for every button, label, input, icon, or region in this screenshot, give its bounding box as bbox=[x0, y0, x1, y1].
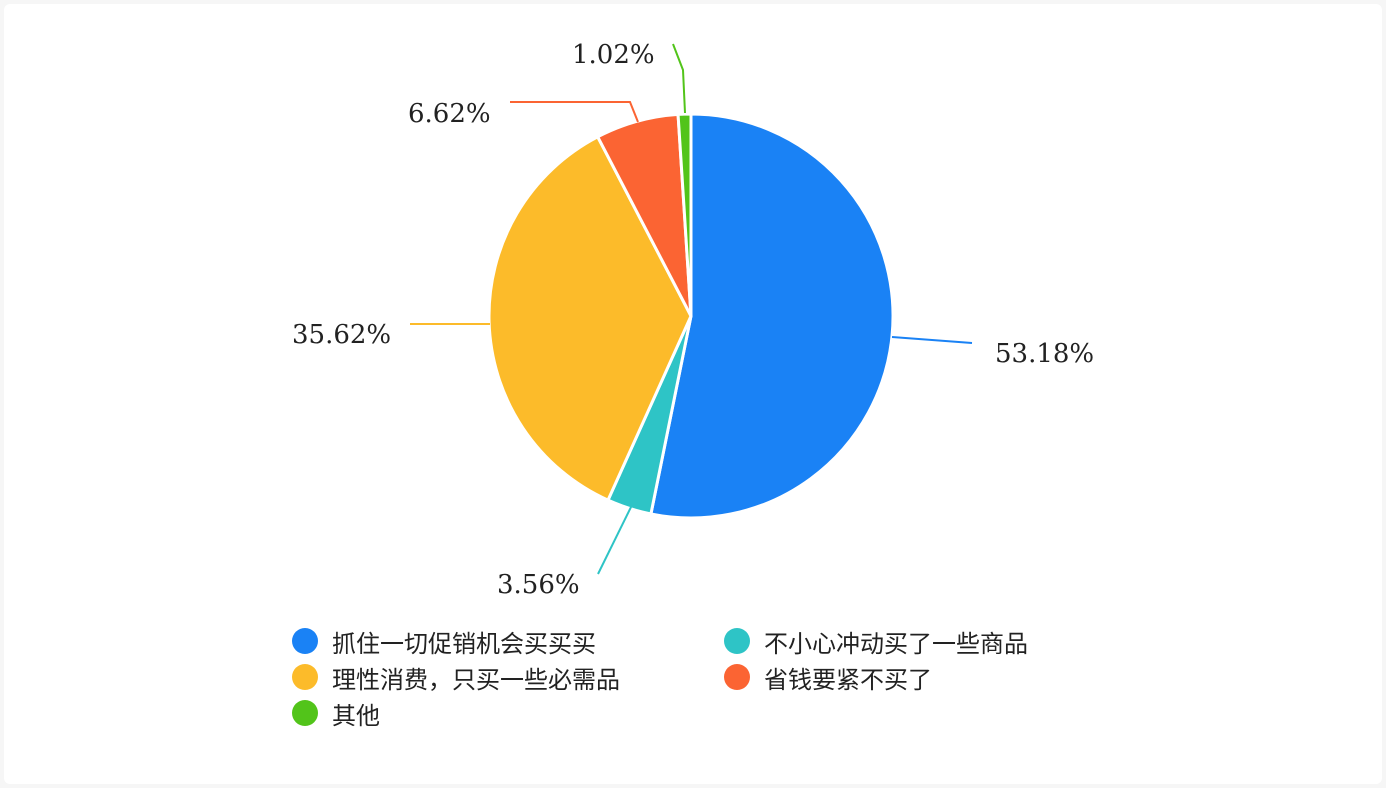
data-label: 1.02% bbox=[572, 40, 655, 70]
legend-label: 其他 bbox=[332, 701, 380, 730]
data-label: 3.56% bbox=[497, 570, 580, 600]
data-labels: 53.18% 3.56% 35.62% 6.62% 1.02% bbox=[292, 40, 1094, 600]
data-label: 35.62% bbox=[292, 320, 391, 350]
leader-line bbox=[672, 43, 686, 114]
legend: 抓住一切促销机会买买买 不小心冲动买了一些商品 理性消费，只买一些必需品 省钱要… bbox=[292, 625, 1112, 730]
legend-label: 理性消费，只买一些必需品 bbox=[332, 665, 620, 694]
leader-line bbox=[510, 101, 639, 123]
legend-item-4[interactable]: 其他 bbox=[292, 697, 724, 730]
leader-line bbox=[597, 504, 633, 575]
pie-slice[interactable] bbox=[649, 112, 895, 520]
legend-marker bbox=[724, 664, 750, 690]
data-label: 53.18% bbox=[995, 339, 1094, 369]
pie-slices bbox=[487, 112, 895, 520]
legend-marker bbox=[724, 628, 750, 654]
leader-lines bbox=[410, 43, 973, 575]
pie-slice[interactable] bbox=[487, 134, 693, 503]
legend-marker bbox=[292, 700, 318, 726]
legend-marker bbox=[292, 664, 318, 690]
pie-slice[interactable] bbox=[676, 112, 693, 317]
legend-label: 抓住一切促销机会买买买 bbox=[332, 629, 596, 658]
legend-label: 省钱要紧不买了 bbox=[764, 665, 932, 694]
legend-item-1[interactable]: 不小心冲动买了一些商品 bbox=[724, 625, 1104, 658]
leader-line bbox=[891, 336, 973, 344]
legend-marker bbox=[292, 628, 318, 654]
legend-item-3[interactable]: 省钱要紧不买了 bbox=[724, 661, 1104, 694]
legend-item-2[interactable]: 理性消费，只买一些必需品 bbox=[292, 661, 724, 694]
pie-chart: 53.18% 3.56% 35.62% 6.62% 1.02% bbox=[292, 40, 1094, 600]
data-label: 6.62% bbox=[408, 99, 491, 129]
legend-label: 不小心冲动买了一些商品 bbox=[764, 629, 1028, 658]
legend-item-0[interactable]: 抓住一切促销机会买买买 bbox=[292, 625, 724, 658]
